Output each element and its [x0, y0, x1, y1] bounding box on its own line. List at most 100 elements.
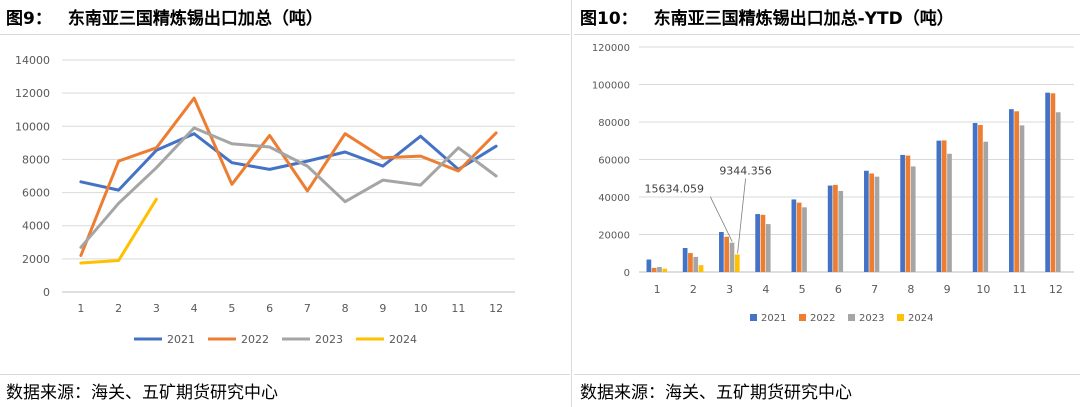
y-tick-label: 12000 — [15, 87, 50, 100]
right-title-rule — [574, 34, 1080, 35]
bar-2021-5 — [791, 199, 797, 272]
legend-label-2021: 2021 — [761, 313, 786, 324]
bar-2024-1 — [662, 268, 668, 272]
x-tick-label: 5 — [799, 283, 806, 296]
bar-2021-2 — [682, 248, 688, 272]
bar-2024-3 — [734, 254, 740, 272]
y-tick-label: 6000 — [22, 187, 50, 200]
bar-2022-2 — [688, 253, 693, 272]
legend-swatch-2022 — [799, 314, 806, 321]
series-line-2023 — [79, 126, 498, 249]
left-figure-title-text: 东南亚三国精炼锡出口加总（吨） — [67, 9, 323, 29]
bar-2021-9 — [936, 140, 942, 272]
bar-2021-8 — [900, 154, 905, 272]
bar-chart: 0 20000 40000 60000 80000 100000 120000 1 2 3 4 5 6 7… — [592, 43, 1074, 324]
bar-2022-9 — [941, 140, 947, 273]
y-tick-label: 40000 — [598, 193, 630, 204]
series-line-2022 — [79, 96, 498, 257]
right-source-note: 数据来源：海关、五矿期货研究中心 — [580, 383, 852, 403]
x-tick-label: 11 — [451, 302, 465, 315]
bar-2022-5 — [796, 202, 802, 273]
left-figure-number: 图9： — [6, 9, 52, 29]
bar-2023-2 — [693, 256, 699, 272]
x-tick-label: 6 — [835, 283, 842, 296]
x-tick-label: 5 — [228, 302, 235, 315]
bar-2022-3 — [724, 236, 730, 272]
y-tick-label: 100000 — [592, 81, 630, 92]
right-figure-number: 图10： — [580, 9, 638, 29]
x-tick-label: 2 — [690, 283, 697, 296]
x-tick-label: 3 — [726, 283, 733, 296]
x-tick-label: 6 — [266, 302, 273, 315]
annotation-leader — [737, 178, 746, 254]
right-figure-title-text: 东南亚三国精炼锡出口加总-YTD（吨） — [653, 9, 954, 29]
bar-2023-12 — [1055, 112, 1061, 272]
right-figure-title: 图10： 东南亚三国精炼锡出口加总-YTD（吨） — [580, 4, 954, 29]
bar-2022-11 — [1014, 111, 1020, 272]
left-source-rule — [0, 374, 570, 375]
bar-2023-7 — [874, 176, 880, 272]
legend-label-2021: 2021 — [167, 333, 195, 346]
bar-2021-12 — [1045, 92, 1050, 272]
bar-2021-1 — [646, 259, 652, 272]
legend-label-2024: 2024 — [389, 333, 417, 346]
x-tick-label: 2 — [115, 302, 122, 315]
y-tick-label: 2000 — [22, 253, 50, 266]
legend-label-2022: 2022 — [241, 333, 269, 346]
y-tick-label: 120000 — [592, 43, 630, 54]
annotation-label: 15634.059 — [645, 183, 705, 196]
bar-2021-6 — [827, 185, 833, 272]
bar-2022-8 — [905, 155, 911, 272]
x-tick-label: 12 — [489, 302, 503, 315]
x-tick-label: 9 — [379, 302, 386, 315]
left-title-rule — [0, 34, 570, 35]
left-chart-panel: 图9： 东南亚三国精炼锡出口加总（吨） 0 2000 4000 6000 8000 1000… — [0, 9, 570, 403]
y-tick-label: 8000 — [22, 153, 50, 166]
bar-2022-4 — [760, 214, 766, 272]
y-tick-label: 0 — [624, 268, 630, 279]
bar-2023-8 — [910, 166, 916, 272]
x-tick-label: 10 — [976, 283, 990, 296]
right-source-rule — [574, 374, 1080, 375]
legend-swatch-2024 — [897, 314, 904, 321]
bar-2023-1 — [657, 266, 662, 272]
y-tick-label: 0 — [43, 286, 50, 299]
bar-2023-6 — [838, 190, 844, 272]
y-tick-label: 80000 — [598, 118, 630, 129]
bar-2021-3 — [719, 231, 724, 272]
legend-label-2024: 2024 — [908, 313, 933, 324]
x-tick-label: 3 — [153, 302, 160, 315]
series-line-2024 — [79, 197, 158, 265]
annotation-leader — [709, 196, 733, 242]
y-tick-label: 4000 — [22, 220, 50, 233]
x-tick-label: 7 — [871, 283, 878, 296]
x-tick-label: 1 — [654, 283, 661, 296]
bar-2023-3 — [729, 242, 735, 272]
bar-2023-4 — [765, 224, 771, 272]
x-tick-label: 4 — [762, 283, 769, 296]
bar-2021-11 — [1009, 109, 1014, 272]
right-chart-panel: 图10： 东南亚三国精炼锡出口加总-YTD（吨） 0 20000 40000 60000… — [574, 0, 1080, 407]
bar-2023-5 — [802, 207, 807, 272]
x-tick-label: 7 — [304, 302, 311, 315]
x-tick-label: 9 — [944, 283, 951, 296]
y-tick-label: 60000 — [598, 156, 630, 167]
legend-label-2022: 2022 — [810, 313, 835, 324]
bar-2021-4 — [755, 214, 760, 272]
x-tick-label: 10 — [414, 302, 428, 315]
legend-label-2023: 2023 — [315, 333, 343, 346]
y-tick-label: 20000 — [598, 231, 630, 242]
bar-2022-7 — [869, 173, 875, 272]
annotation-label: 9344.356 — [719, 164, 772, 177]
bar-2022-6 — [833, 184, 838, 272]
y-tick-label: 14000 — [15, 54, 50, 67]
x-tick-label: 1 — [77, 302, 84, 315]
bar-2023-11 — [1019, 125, 1025, 273]
bar-2024-2 — [698, 265, 704, 272]
x-tick-label: 8 — [907, 283, 914, 296]
y-tick-label: 10000 — [15, 120, 50, 133]
legend-swatch-2023 — [848, 314, 855, 321]
legend-swatch-2021 — [750, 314, 757, 321]
bar-2023-9 — [947, 153, 952, 272]
